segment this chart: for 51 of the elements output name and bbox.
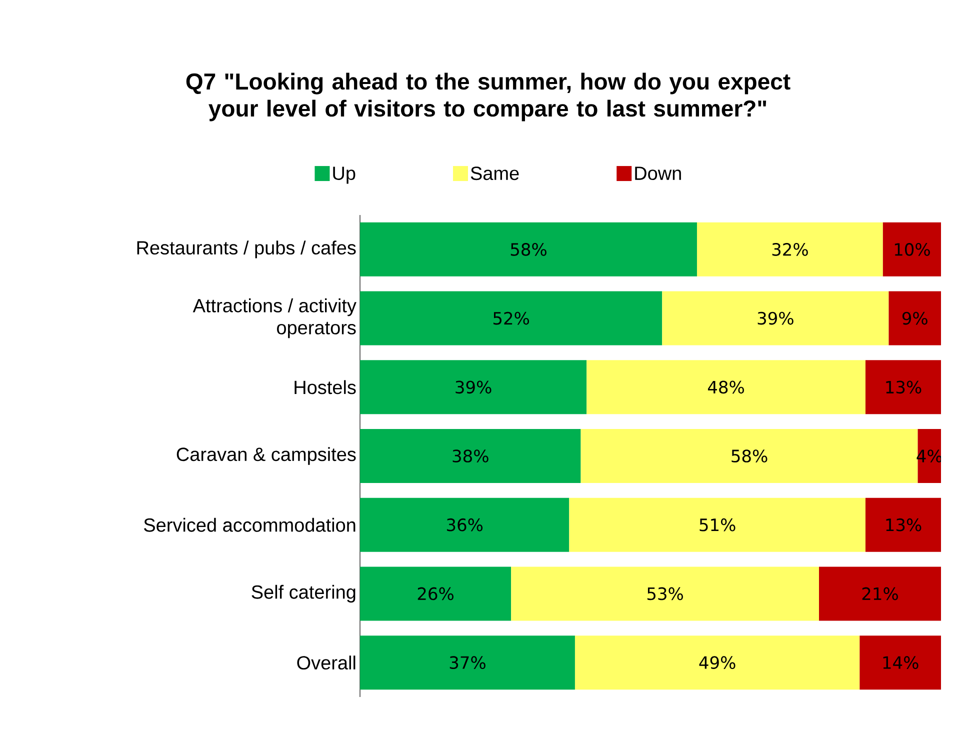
legend-label: Up (333, 166, 356, 184)
bar (662, 291, 889, 346)
y-tick-label: Serviced accommodation (144, 518, 356, 532)
chart-title: Q7 "Looking ahead to the summer, how do you expect your level of visitors to compare to last summer?" (186, 72, 790, 122)
y-tick-label: Restaurants / pubs / cafes (137, 240, 356, 258)
data-label: 32% (772, 242, 808, 256)
data-label: 36% (446, 518, 483, 532)
bar (574, 636, 860, 690)
bar (360, 222, 697, 276)
data-label: 14% (883, 656, 918, 669)
data-label: 39% (758, 312, 794, 325)
data-label: 26% (418, 587, 454, 600)
data-label: 9% (902, 312, 928, 325)
data-label: 13% (886, 380, 922, 394)
bar (860, 636, 942, 690)
data-label: 53% (647, 587, 683, 600)
data-label: 58% (732, 450, 768, 462)
bar (888, 291, 942, 346)
data-label: 13% (886, 518, 922, 532)
y-tick-label: Hostels (294, 380, 356, 394)
data-label: 52% (493, 312, 530, 325)
y-tick-label: Overall (297, 656, 356, 670)
bar (586, 360, 866, 414)
data-label: 39% (456, 380, 492, 394)
bar (865, 360, 942, 414)
bar (360, 291, 662, 346)
bar (360, 429, 581, 484)
bar (580, 429, 918, 484)
bar (360, 498, 570, 552)
data-label: 21% (862, 587, 898, 600)
data-label: 10% (894, 242, 930, 256)
data-label: 48% (708, 380, 744, 394)
bar (511, 566, 819, 621)
data-label: 51% (700, 518, 736, 532)
y-tick-label: Self catering (252, 584, 356, 603)
bar (696, 222, 883, 276)
bar (818, 566, 942, 621)
data-label: 37% (450, 656, 486, 669)
data-label: 58% (510, 242, 546, 256)
bar (360, 636, 575, 690)
y-tick-label: Caravan & campsites (176, 447, 356, 465)
bar (569, 498, 866, 552)
data-label: 49% (699, 656, 736, 669)
bar (865, 498, 942, 552)
legend-label: Same (470, 166, 519, 180)
bar (360, 360, 587, 414)
y-tick-label: Attractions / activity operators (192, 298, 356, 338)
data-label: 38% (452, 450, 488, 462)
bar (360, 566, 512, 621)
bar (882, 222, 942, 276)
legend-label: Down (635, 166, 681, 180)
